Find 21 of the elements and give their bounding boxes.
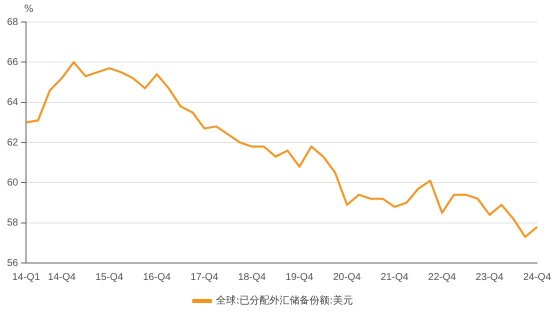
y-axis-title: % <box>24 4 34 15</box>
x-tick-label: 18-Q4 <box>238 272 266 283</box>
y-tick-label: 58 <box>7 218 19 229</box>
x-tick-label: 14-Q4 <box>48 272 76 283</box>
x-tick-label: 23-Q4 <box>476 272 504 283</box>
x-tick-label: 24-Q4 <box>523 272 552 283</box>
x-tick-label: 21-Q4 <box>380 272 409 283</box>
x-tick-label: 22-Q4 <box>428 272 456 283</box>
legend-label: 全球:已分配外汇储备份额:美元 <box>216 294 353 307</box>
x-tick-label: 17-Q4 <box>190 272 219 283</box>
x-tick-label: 19-Q4 <box>286 272 314 283</box>
y-tick-label: 66 <box>7 56 19 68</box>
x-tick-label: 20-Q4 <box>333 272 362 283</box>
y-tick-label: 60 <box>7 177 19 188</box>
x-tick-label: 16-Q4 <box>142 272 172 283</box>
y-tick-label: 56 <box>7 258 19 269</box>
y-tick-label: 68 <box>7 16 19 28</box>
y-tick-label: 64 <box>7 97 19 108</box>
y-tick-label: 62 <box>7 137 19 148</box>
x-tick-label: 15-Q4 <box>95 272 124 283</box>
x-tick-label: 14-Q1 <box>12 272 40 283</box>
